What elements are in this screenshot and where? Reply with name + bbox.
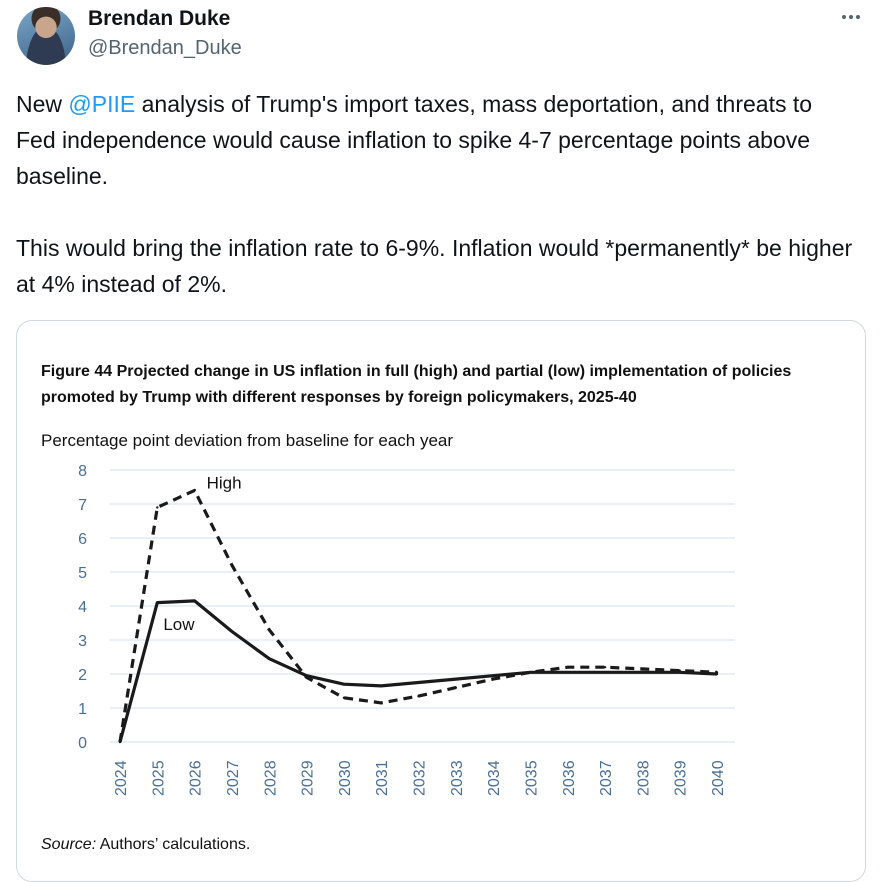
x-tick-label: 2033 [449, 760, 466, 796]
data-point-low [379, 684, 383, 688]
data-point-high [491, 677, 495, 681]
data-point-high [566, 666, 569, 669]
data-point-high [342, 696, 346, 699]
y-tick-label: 8 [78, 463, 87, 480]
data-point-low [641, 671, 644, 674]
data-point-low [417, 681, 420, 684]
x-tick-label: 2040 [710, 760, 727, 796]
data-point-high [603, 666, 607, 669]
x-tick-label: 2037 [598, 760, 615, 796]
data-point-high [193, 489, 196, 492]
data-point-low [529, 671, 532, 674]
data-point-low [603, 671, 607, 674]
tweet-line1-rest: analysis of Trump's import taxes, mass d… [16, 91, 813, 189]
x-tick-label: 2030 [337, 760, 354, 796]
inflation-line-chart: 0 1 2 3 4 5 6 7 8 2024 2025 2026 2027 2028 2029 2030 203… [78, 463, 735, 796]
y-tick-label: 0 [78, 735, 87, 752]
y-tick-label: 6 [78, 531, 87, 548]
source-text: Authors’ calculations. [96, 836, 251, 853]
figure-title: Figure 44 Projected change in US inflati… [41, 363, 792, 406]
author-name[interactable]: Brendan Duke [88, 7, 231, 30]
x-tick-label: 2031 [374, 760, 391, 796]
y-tick-label: 2 [78, 667, 87, 684]
data-point-high [156, 506, 159, 509]
series-line-high [118, 488, 718, 743]
data-point-low [491, 674, 495, 677]
more-options-icon[interactable] [836, 6, 866, 28]
data-point-low [156, 601, 159, 604]
y-tick-label: 1 [78, 701, 87, 718]
series-label-high: High [207, 473, 242, 492]
data-point-low [454, 677, 458, 681]
x-tick-label: 2034 [486, 760, 503, 796]
figure-source: Source: Authors’ calculations. [41, 836, 250, 854]
data-point-low [566, 671, 569, 674]
tweet-paragraph-2: This would bring the inflation rate to 6… [16, 235, 853, 297]
x-tick-label: 2038 [635, 760, 652, 796]
series-line-low [118, 599, 718, 743]
x-tick-label: 2026 [188, 760, 205, 796]
data-point-low [342, 683, 346, 686]
figure-subtitle: Percentage point deviation from baseline… [41, 431, 454, 450]
x-tick-label: 2025 [150, 760, 167, 796]
x-tick-label: 2032 [412, 760, 429, 796]
y-tick-label: 4 [78, 599, 87, 616]
data-point-low [193, 599, 196, 603]
data-point-high [379, 701, 383, 705]
author-handle[interactable]: @Brendan_Duke [88, 37, 242, 59]
x-tick-label: 2027 [225, 760, 242, 796]
data-point-high [417, 694, 420, 698]
y-tick-label: 5 [78, 565, 87, 582]
series-label-low: Low [163, 615, 195, 634]
y-tick-label: 3 [78, 633, 87, 650]
tweet-prefix: New [16, 91, 69, 117]
data-point-low [118, 740, 122, 744]
data-point-low [715, 672, 719, 676]
data-point-low [268, 657, 271, 660]
source-label: Source: [41, 836, 97, 853]
data-point-low [305, 674, 308, 677]
mention-link[interactable]: @PIIE [68, 91, 136, 117]
x-tick-label: 2028 [262, 760, 279, 796]
data-point-high [268, 628, 271, 631]
x-tick-label: 2036 [561, 760, 578, 796]
x-tick-label: 2039 [673, 760, 690, 796]
tweet-text: New @PIIE analysis of Trump's import tax… [16, 86, 856, 302]
x-tick-label: 2035 [523, 760, 540, 796]
avatar[interactable] [17, 7, 75, 65]
x-tick-label: 2024 [113, 760, 130, 796]
x-tick-label: 2029 [300, 760, 317, 796]
media-card[interactable]: Figure 44 Projected change in US inflati… [16, 320, 866, 882]
data-point-high [454, 686, 458, 689]
tweet-paragraph-1: New @PIIE analysis of Trump's import tax… [16, 86, 856, 194]
y-tick-label: 7 [78, 497, 87, 514]
data-point-low [678, 671, 681, 674]
data-point-high [230, 564, 234, 567]
data-point-low [230, 630, 234, 633]
data-point-high [641, 667, 644, 671]
